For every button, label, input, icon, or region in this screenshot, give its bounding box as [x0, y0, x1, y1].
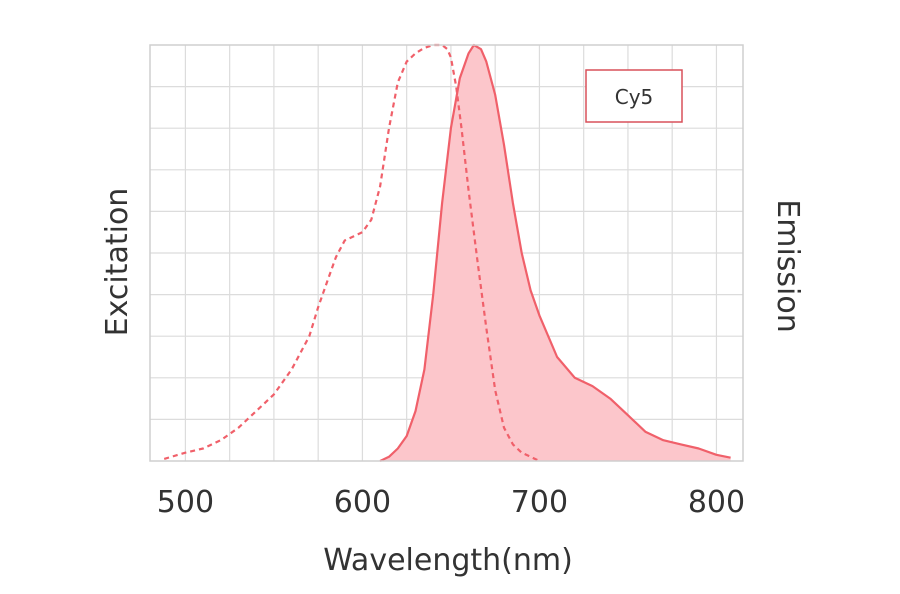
right-axis-title: Emission [770, 199, 805, 332]
x-axis-title: Wavelength(nm) [323, 543, 573, 578]
x-tick-label: 600 [334, 485, 391, 520]
x-tick-label: 800 [688, 485, 745, 520]
x-tick-label: 700 [511, 485, 568, 520]
x-tick-label: 500 [157, 485, 214, 520]
legend: Cy5 [585, 69, 683, 123]
legend-label: Cy5 [615, 85, 654, 109]
legend-box [585, 69, 683, 123]
series-layer [163, 43, 731, 462]
emission-line [379, 43, 731, 462]
x-axis-ticks: 500 600 700 800 [157, 485, 745, 520]
left-axis-title: Excitation [100, 188, 135, 337]
emission-area [380, 45, 731, 461]
plot-frame [149, 44, 744, 462]
excitation-line [163, 43, 540, 462]
